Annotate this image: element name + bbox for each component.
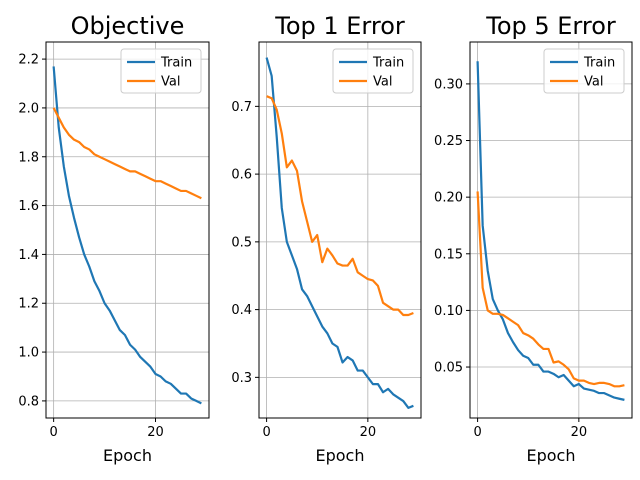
- plot-frame: [45, 41, 210, 419]
- x-tick-label: 0: [50, 425, 58, 440]
- chart-title: Top 1 Error: [274, 12, 405, 40]
- y-tick-label: 0.20: [434, 191, 463, 206]
- legend-label-val: Val: [584, 75, 603, 90]
- y-tick-label: 1.4: [18, 248, 39, 263]
- x-tick-label: 20: [360, 425, 377, 440]
- series-line-train: [52, 66, 202, 405]
- legend-label-val: Val: [161, 75, 180, 90]
- y-tick-label: 0.4: [231, 303, 252, 318]
- y-tick-label: 0.3: [231, 371, 252, 386]
- x-tick-label: 20: [571, 425, 588, 440]
- series-line-train: [476, 61, 625, 401]
- y-tick-label: 2.0: [18, 101, 39, 116]
- y-tick-label: 0.6: [231, 168, 252, 183]
- x-tick-label: 0: [262, 425, 270, 440]
- y-tick-label: 1.2: [18, 297, 39, 312]
- y-tick-label: 1.0: [18, 346, 39, 361]
- legend: Train Val: [543, 48, 625, 94]
- series-line-val: [52, 107, 202, 200]
- y-tick-label: 1.8: [18, 150, 39, 165]
- legend-label-train: Train: [160, 56, 192, 71]
- chart-title: Objective: [71, 12, 185, 40]
- legend: Train Val: [120, 48, 202, 94]
- chart-panel-1: 0 20 0.8 1.0 1.2 1.4 1.6 1.8 2.0 2.2 Objective Epoc…: [18, 12, 210, 465]
- x-axis-label: Epoch: [316, 446, 365, 465]
- legend-label-val: Val: [373, 75, 392, 90]
- x-axis-label: Epoch: [527, 446, 576, 465]
- y-tick-label: 0.8: [18, 394, 39, 409]
- x-tick-label: 0: [473, 425, 481, 440]
- y-tick-label: 0.10: [434, 304, 463, 319]
- y-tick-label: 0.30: [434, 77, 463, 92]
- legend-label-train: Train: [583, 56, 615, 71]
- y-tick-label: 0.5: [231, 235, 252, 250]
- legend-label-train: Train: [372, 56, 404, 71]
- y-tick-label: 0.25: [434, 134, 463, 149]
- y-tick-label: 0.7: [231, 100, 252, 115]
- x-tick-label: 20: [147, 425, 164, 440]
- y-tick-label: 1.6: [18, 199, 39, 214]
- chart-panel-3: 0 20 0.05 0.10 0.15 0.20 0.25 0.30 Top 5 Error Ep…: [434, 12, 633, 465]
- y-tick-label: 0.05: [434, 361, 463, 376]
- series-line-train: [265, 57, 414, 409]
- y-tick-label: 2.2: [18, 53, 39, 68]
- series-line-val: [476, 191, 625, 388]
- plot-frame: [258, 41, 422, 419]
- legend: Train Val: [332, 48, 414, 94]
- y-tick-label: 0.15: [434, 247, 463, 262]
- plot-frame: [469, 41, 633, 419]
- series-line-val: [266, 95, 414, 317]
- chart-panel-2: 0 20 0.3 0.4 0.5 0.6 0.7 Top 1 Error Epoch Train V…: [231, 12, 422, 465]
- chart-title: Top 5 Error: [485, 12, 616, 40]
- x-axis-label: Epoch: [103, 446, 152, 465]
